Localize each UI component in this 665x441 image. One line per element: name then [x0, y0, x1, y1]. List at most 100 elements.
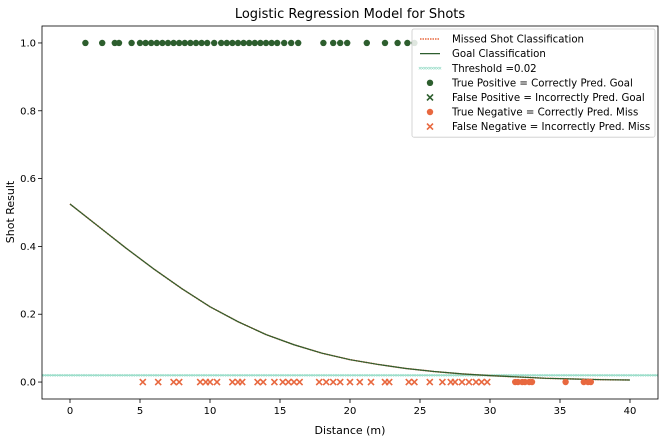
threshold-marker [112, 373, 116, 377]
threshold-marker [141, 373, 145, 377]
threshold-marker [177, 373, 181, 377]
threshold-marker [323, 373, 327, 377]
missed-shot-classification-line [69, 203, 631, 381]
data-point [458, 378, 466, 386]
threshold-marker [426, 373, 430, 377]
threshold-marker [42, 373, 44, 377]
threshold-marker [74, 373, 78, 377]
threshold-marker [100, 373, 104, 377]
threshold-marker [393, 373, 397, 377]
threshold-marker [570, 373, 574, 377]
legend-handle [433, 66, 437, 70]
threshold-marker [626, 373, 630, 377]
legend-handle [431, 66, 434, 70]
threshold-marker [328, 373, 332, 377]
threshold-marker [242, 373, 246, 377]
threshold-marker [148, 373, 152, 377]
threshold-marker [162, 373, 166, 377]
data-point [128, 39, 135, 47]
threshold-marker [282, 373, 286, 377]
threshold-marker [285, 373, 289, 377]
threshold-marker [98, 373, 102, 377]
y-tick-label: 1.0 [20, 38, 36, 49]
data-point [254, 378, 262, 386]
threshold-marker [256, 373, 260, 377]
threshold-marker [566, 373, 570, 377]
threshold-marker [174, 373, 178, 377]
threshold-marker [542, 373, 546, 377]
data-point [270, 378, 278, 386]
threshold-marker [628, 373, 632, 377]
threshold-marker [335, 373, 339, 377]
threshold-marker [635, 373, 639, 377]
threshold-marker [520, 373, 524, 377]
threshold-marker [292, 373, 296, 377]
data-point [175, 378, 183, 386]
y-tick-label: 0.0 [20, 378, 36, 389]
data-point [284, 378, 292, 386]
threshold-marker [124, 373, 128, 377]
legend-label: Goal Classification [452, 49, 546, 60]
threshold-marker [342, 373, 346, 377]
data-point [483, 378, 491, 386]
legend-handle [426, 123, 434, 131]
threshold-marker [110, 373, 114, 377]
threshold-marker [244, 373, 248, 377]
legend-handle [428, 66, 432, 70]
data-point [562, 378, 569, 386]
threshold-marker [647, 373, 651, 377]
data-point [281, 39, 288, 47]
threshold-marker [263, 373, 267, 377]
threshold-marker [422, 373, 426, 377]
data-point [528, 378, 536, 386]
data-point [405, 378, 413, 386]
data-point [329, 378, 337, 386]
threshold-marker [126, 373, 130, 377]
legend-box [411, 28, 656, 138]
data-point [274, 39, 281, 47]
data-point [478, 378, 486, 386]
threshold-marker [146, 373, 150, 377]
threshold-marker [539, 373, 543, 377]
x-tick-label: 0 [67, 406, 73, 417]
threshold-marker [78, 373, 82, 377]
threshold-marker [194, 373, 198, 377]
threshold-marker [134, 373, 138, 377]
data-point [196, 378, 204, 386]
threshold-marker [280, 373, 284, 377]
threshold-marker [654, 373, 658, 377]
legend-label: Threshold =0.02 [451, 64, 537, 75]
threshold-marker [258, 373, 262, 377]
threshold-marker [318, 373, 322, 377]
threshold-marker [321, 373, 325, 377]
data-point [344, 39, 351, 47]
data-point [164, 39, 172, 47]
threshold-marker [544, 373, 548, 377]
threshold-marker [297, 373, 301, 377]
legend-handle [436, 66, 439, 70]
threshold-marker [448, 373, 452, 377]
threshold-marker [88, 373, 92, 377]
threshold-marker [189, 373, 193, 377]
x-tick-label: 35 [554, 406, 567, 417]
threshold-marker [62, 373, 66, 377]
threshold-marker [50, 373, 54, 377]
threshold-marker [369, 373, 373, 377]
data-point [223, 39, 230, 47]
data-point [426, 378, 434, 386]
threshold-marker [594, 373, 598, 377]
threshold-marker [534, 373, 538, 377]
data-point [363, 39, 370, 47]
data-point [320, 39, 327, 47]
threshold-marker [366, 373, 370, 377]
threshold-marker [412, 373, 416, 377]
threshold-marker [352, 373, 356, 377]
legend-label: False Positive = Incorrectly Pred. Goal [452, 93, 645, 104]
threshold-marker [522, 373, 526, 377]
threshold-marker [45, 373, 49, 377]
legend-handle [426, 79, 434, 87]
threshold-marker [530, 373, 534, 377]
data-point [148, 39, 155, 47]
threshold-marker [333, 373, 337, 377]
data-point [315, 378, 323, 386]
